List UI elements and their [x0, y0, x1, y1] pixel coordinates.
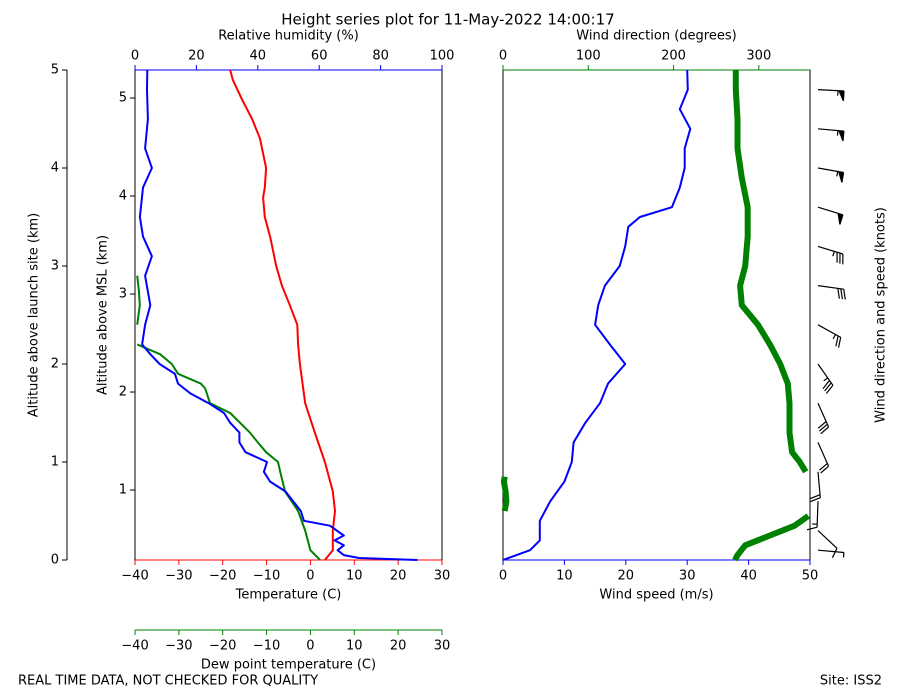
wind-barb	[817, 167, 845, 183]
tick-label: 200	[661, 49, 686, 64]
footer-note: REAL TIME DATA, NOT CHECKED FOR QUALITY	[18, 674, 318, 689]
tick-label: 20	[390, 639, 407, 654]
tick-label: 20	[188, 49, 205, 64]
tick-label: 2	[119, 385, 127, 400]
tick-label: −40	[121, 639, 148, 654]
tick-label: 0	[131, 49, 139, 64]
tick-label: 3	[119, 287, 127, 302]
plot-area	[134, 69, 443, 561]
wind-barb	[817, 324, 842, 348]
profile-line	[136, 275, 321, 561]
tick-label: 30	[434, 569, 451, 584]
profile-line	[502, 69, 692, 561]
tick-label: −10	[253, 639, 280, 654]
profile-line	[138, 69, 418, 561]
tick-label: 5	[119, 91, 127, 106]
plot-area	[502, 69, 811, 561]
tick-label: −30	[165, 639, 192, 654]
tick-label: 10	[346, 639, 363, 654]
wind-barb	[817, 442, 830, 474]
tick-label: 10	[346, 569, 363, 584]
axis-title: Dew point temperature (C)	[201, 658, 376, 673]
tick-label: 60	[311, 49, 328, 64]
tick-label: 80	[372, 49, 389, 64]
wind-barb	[817, 530, 838, 558]
tick-label: 4	[51, 161, 59, 176]
wind-barb	[817, 285, 846, 300]
figure-title: Height series plot for 11-May-2022 14:00…	[281, 11, 614, 29]
wind-barb	[817, 128, 845, 142]
tick-label: 5	[51, 63, 59, 78]
tick-label: 4	[119, 189, 127, 204]
wind-barb	[806, 501, 819, 531]
wind-barb	[817, 549, 845, 558]
axis-title: Wind direction and speed (knots)	[874, 207, 889, 423]
tick-label: 1	[51, 455, 59, 470]
tick-label: −40	[121, 569, 148, 584]
tick-label: 0	[499, 569, 507, 584]
tick-label: 20	[618, 569, 635, 584]
tick-label: −20	[209, 569, 236, 584]
tick-label: −30	[165, 569, 192, 584]
wind-barb	[817, 402, 830, 435]
tick-label: 100	[576, 49, 601, 64]
tick-label: 3	[51, 259, 59, 274]
tick-label: −10	[253, 569, 280, 584]
wind-barb	[817, 363, 834, 394]
tick-label: 30	[434, 639, 451, 654]
profile-line	[229, 69, 336, 561]
tick-label: 300	[746, 49, 771, 64]
site-label: Site: ISS2	[820, 674, 882, 689]
tick-label: 20	[390, 569, 407, 584]
tick-label: 2	[51, 357, 59, 372]
wind-barb	[817, 245, 844, 265]
axis-title: Wind speed (m/s)	[599, 588, 713, 603]
tick-label: 1	[119, 483, 127, 498]
wind-barb	[817, 89, 845, 102]
tick-label: 0	[51, 553, 59, 568]
axis-title: Altitude above MSL (km)	[96, 235, 111, 395]
tick-label: 0	[306, 569, 314, 584]
tick-label: 100	[430, 49, 455, 64]
axis-title: Relative humidity (%)	[218, 29, 359, 44]
tick-label: 40	[740, 569, 757, 584]
axis-title: Altitude above launch site (km)	[27, 213, 42, 417]
tick-label: 0	[499, 49, 507, 64]
tick-label: 30	[679, 569, 696, 584]
profile-line	[500, 70, 811, 562]
wind-barb	[817, 206, 844, 225]
tick-label: 0	[306, 639, 314, 654]
axis-title: Wind direction (degrees)	[576, 29, 736, 44]
tick-label: 50	[802, 569, 819, 584]
tick-label: −20	[209, 639, 236, 654]
axis-title: Temperature (C)	[235, 588, 342, 603]
wind-barb	[810, 471, 821, 503]
tick-label: 10	[556, 569, 573, 584]
tick-label: 40	[250, 49, 267, 64]
